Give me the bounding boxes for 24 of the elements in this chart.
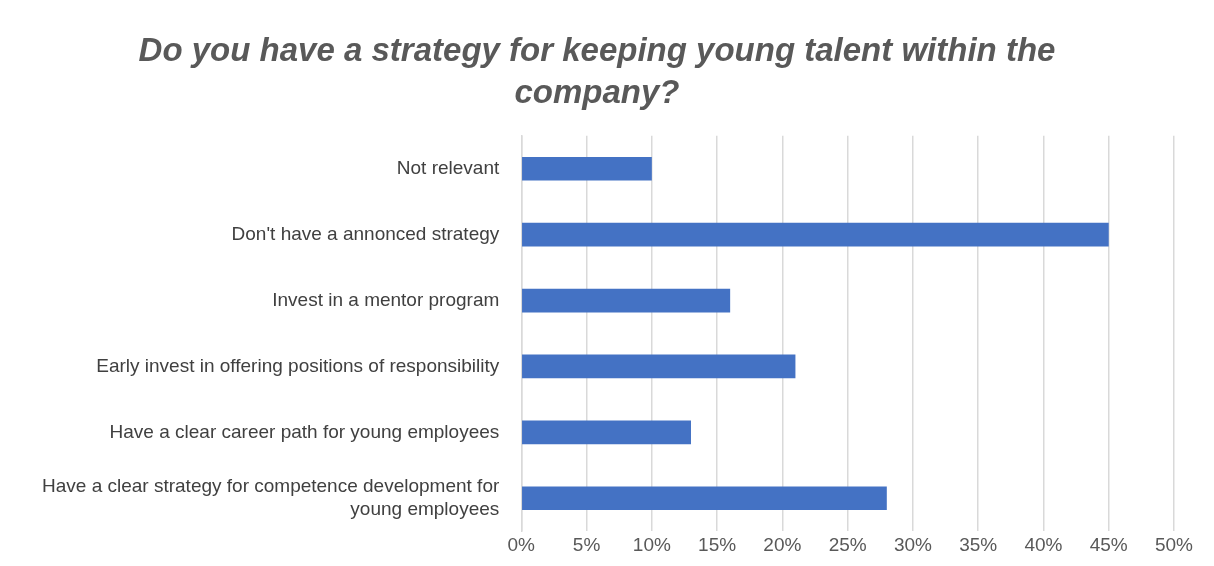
y-tick-label: Early invest in offering positions of responsibility xyxy=(96,354,500,376)
x-tick-label: 30% xyxy=(893,533,933,555)
y-tick-label: Have a clear career path for young employees xyxy=(109,420,500,442)
x-tick-label: 45% xyxy=(1089,533,1128,555)
bar xyxy=(522,288,731,313)
x-tick-label: 15% xyxy=(698,533,737,555)
x-tick-label: 35% xyxy=(959,533,998,555)
x-tick-label: 10% xyxy=(632,533,671,555)
bar xyxy=(522,486,887,511)
x-tick-label: 40% xyxy=(1024,533,1063,555)
y-tick-label: Don't have a annonced strategy xyxy=(231,222,500,244)
y-tick-label: Not relevant xyxy=(396,156,500,178)
bar xyxy=(522,420,691,445)
x-tick-label: 50% xyxy=(1154,533,1194,555)
x-tick-label: 5% xyxy=(572,533,601,555)
x-tick-label: 0% xyxy=(507,533,536,555)
bar xyxy=(522,156,652,181)
bar xyxy=(522,354,796,379)
x-tick-label: 25% xyxy=(828,533,867,555)
y-tick-label: Have a clear strategy for competence development for young employees xyxy=(41,475,500,519)
x-tick-label: 20% xyxy=(763,533,802,555)
chart-title: Do you have a strategy for keeping young talent within the company? xyxy=(138,30,1056,111)
y-tick-label: Invest in a mentor program xyxy=(272,288,500,310)
bar xyxy=(522,222,1109,247)
